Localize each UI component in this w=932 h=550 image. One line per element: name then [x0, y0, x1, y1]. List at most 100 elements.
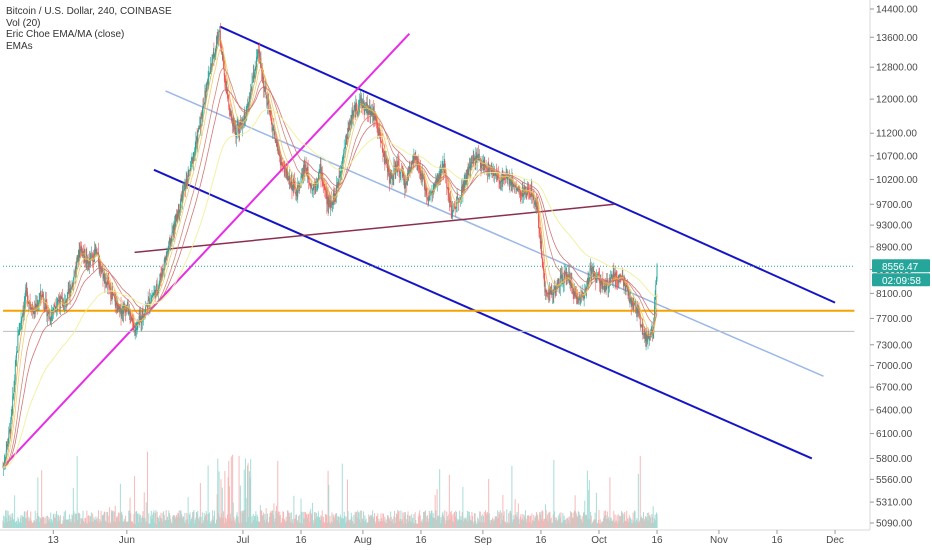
candle-body: [604, 283, 606, 292]
volume-bar: [129, 497, 131, 528]
volume-bar: [508, 513, 510, 528]
candle-body: [399, 171, 401, 174]
volume-bar: [595, 492, 597, 528]
volume-bar: [50, 512, 52, 528]
candle-body: [538, 220, 540, 229]
candle-body: [105, 281, 107, 283]
candle-body: [462, 181, 464, 193]
volume-bar: [596, 523, 598, 528]
candle-body: [569, 279, 571, 284]
magenta-trend-line[interactable]: [2, 32, 411, 468]
volume-bar: [82, 510, 84, 528]
candle-body: [170, 239, 172, 245]
candle-body: [641, 323, 643, 326]
volume-bar: [247, 463, 249, 528]
volume-bar: [187, 497, 189, 528]
candle-body: [32, 309, 34, 314]
candle-body: [165, 257, 166, 263]
candle-body: [562, 283, 564, 284]
volume-bar: [243, 510, 245, 528]
candle-body: [592, 266, 594, 272]
volume-bar: [648, 515, 650, 528]
candle-body: [325, 188, 326, 191]
last-price-badge[interactable]: [872, 259, 930, 273]
volume-bar: [462, 486, 464, 528]
volume-bar: [612, 519, 614, 528]
volume-bar: [265, 508, 267, 528]
volume-bar: [454, 516, 456, 528]
candle-body: [250, 89, 252, 91]
volume-bar: [103, 511, 105, 528]
volume-bar: [540, 511, 542, 528]
candle-body: [385, 158, 387, 163]
volume-bar: [326, 522, 328, 528]
volume-bar: [472, 521, 474, 528]
volume-bar: [531, 513, 533, 528]
rising-trend-line[interactable]: [134, 203, 615, 254]
volume-bar: [488, 513, 490, 528]
volume-bar: [395, 513, 397, 528]
volume-bar: [110, 523, 112, 528]
candle-body: [434, 183, 436, 187]
candle-body: [398, 161, 400, 172]
volume-bar: [28, 520, 30, 528]
volume-bar: [584, 500, 586, 528]
candle-body: [594, 273, 596, 277]
volume-bar: [523, 520, 525, 528]
candle-body: [328, 199, 330, 207]
lower-channel-line[interactable]: [153, 168, 813, 460]
candle-body: [500, 176, 502, 182]
candle-body: [155, 286, 157, 298]
candle-body: [70, 288, 72, 296]
candle-body: [25, 290, 27, 300]
mid-channel-line[interactable]: [165, 90, 824, 377]
candle-body: [361, 104, 363, 107]
candle-body: [390, 172, 392, 175]
volume-bar: [466, 510, 468, 528]
volume-bar: [572, 518, 574, 528]
candle-body: [519, 189, 521, 191]
candle-body: [207, 80, 208, 85]
volume-bars: [2, 451, 658, 528]
candle-body: [190, 160, 192, 162]
volume-bar: [217, 458, 219, 528]
candle-body: [285, 168, 286, 170]
volume-bar: [370, 514, 372, 528]
candle-body: [575, 295, 577, 299]
candle-body: [41, 295, 43, 297]
candle-body: [461, 186, 463, 193]
volume-bar: [611, 520, 613, 528]
volume-bar: [60, 523, 62, 528]
volume-bar: [328, 484, 330, 528]
candle-body: [517, 187, 519, 190]
candle-body: [152, 295, 154, 296]
volume-bar: [368, 516, 370, 528]
volume-bar: [575, 513, 577, 528]
volume-bar: [625, 521, 627, 528]
candle-body: [251, 82, 253, 91]
candle-body: [62, 303, 64, 307]
volume-bar: [632, 523, 634, 528]
candle-body: [643, 333, 645, 336]
volume-bar: [305, 512, 307, 528]
upper-channel-line[interactable]: [219, 25, 836, 304]
volume-bar: [258, 522, 260, 528]
candle-body: [369, 106, 371, 115]
volume-bar: [403, 511, 405, 528]
volume-bar: [351, 516, 353, 528]
volume-bar: [597, 523, 599, 528]
volume-bar: [348, 519, 350, 528]
volume-bar: [561, 522, 563, 528]
volume-bar: [545, 510, 547, 528]
volume-bar: [222, 517, 224, 528]
volume-bar: [599, 523, 601, 528]
candle-body: [90, 255, 92, 261]
timer-badge[interactable]: [872, 273, 930, 287]
volume-bar: [144, 518, 146, 528]
candle-body: [524, 187, 526, 193]
y-tick-label: 13600.00: [876, 33, 918, 44]
candle-body: [165, 257, 167, 258]
candle-body: [154, 289, 156, 292]
volume-bar: [370, 515, 372, 528]
